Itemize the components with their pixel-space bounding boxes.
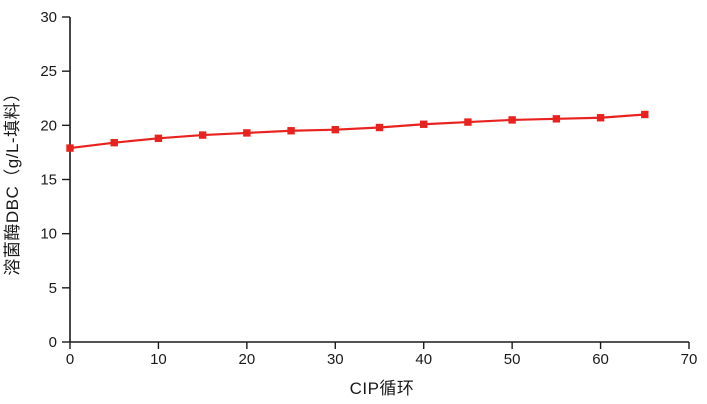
x-tick-label: 20 (239, 351, 256, 368)
x-tick-label: 30 (327, 351, 344, 368)
y-tick-label: 20 (40, 117, 57, 134)
data-point-marker (641, 110, 649, 119)
x-tick-label: 50 (504, 351, 521, 368)
y-tick-label: 25 (40, 63, 57, 80)
data-point-marker (420, 120, 428, 128)
data-point-marker (243, 129, 251, 137)
data-point-marker (198, 131, 207, 139)
series-line (68, 113, 646, 150)
y-tick-label: 30 (40, 9, 57, 26)
data-point-marker (154, 134, 163, 143)
axes-layer: 0 5 10 15 20 25 30 0 10 20 30 40 50 60 70 (40, 9, 697, 368)
y-tick-label: 15 (40, 172, 57, 189)
data-series-layer (66, 110, 649, 152)
x-tick-label: 0 (66, 351, 74, 368)
data-point-marker (464, 118, 472, 126)
data-point-marker (508, 116, 516, 124)
data-point-marker (596, 114, 605, 122)
x-tick-label: 10 (150, 351, 167, 368)
x-tick-label: 70 (681, 351, 698, 368)
y-tick-label: 0 (49, 334, 57, 351)
data-point-marker (287, 127, 295, 135)
x-tick-label: 40 (415, 351, 432, 368)
x-tick-label: 60 (592, 351, 609, 368)
data-point-marker (375, 123, 384, 132)
y-tick-label: 5 (49, 280, 57, 297)
data-point-marker (552, 115, 561, 123)
data-point-marker (110, 138, 118, 147)
y-tick-label: 10 (40, 226, 57, 243)
data-point-marker (331, 125, 339, 134)
y-axis-title: 溶菌酶DBC（g/L-填料） (3, 84, 22, 275)
x-axis-title: CIP循环 (350, 379, 415, 398)
data-point-marker (66, 144, 74, 152)
